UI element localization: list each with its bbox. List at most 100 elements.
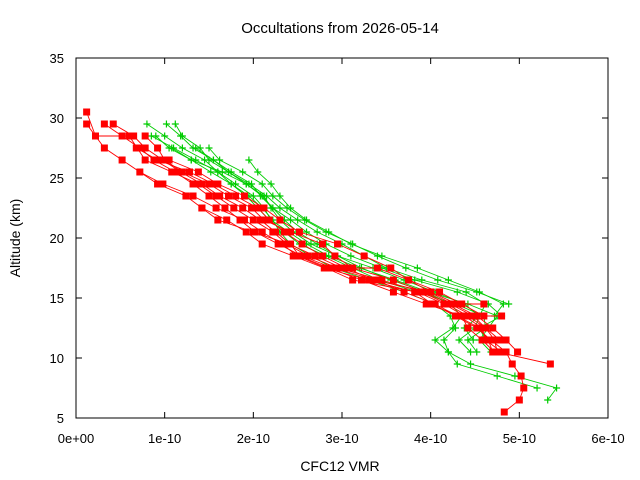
series-line (174, 123, 480, 353)
data-point (136, 168, 144, 176)
data-point (240, 192, 248, 200)
data-point (165, 156, 173, 164)
data-point (242, 228, 250, 236)
data-point (294, 216, 302, 224)
data-point (449, 300, 457, 308)
data-point (230, 204, 238, 212)
x-axis-label: CFC12 VMR (300, 458, 379, 474)
data-point (205, 180, 213, 188)
data-point (168, 168, 176, 176)
data-point (278, 240, 286, 248)
data-point (520, 384, 528, 392)
data-point (338, 264, 346, 272)
data-point (198, 204, 206, 212)
y-tick-label: 25 (50, 171, 64, 186)
data-point (221, 204, 229, 212)
data-point (83, 120, 91, 128)
data-point (171, 168, 179, 176)
plot-marks (83, 108, 561, 416)
data-point (491, 348, 499, 356)
series-2 (83, 120, 528, 416)
data-point (236, 216, 244, 224)
data-point (400, 288, 408, 296)
data-point (185, 168, 193, 176)
data-point (462, 288, 470, 296)
series-10 (143, 120, 561, 404)
data-point (467, 348, 475, 356)
data-point (260, 204, 268, 212)
data-point (118, 132, 126, 140)
data-point (467, 360, 475, 368)
data-point (136, 144, 144, 152)
data-point (436, 288, 444, 296)
data-point (205, 192, 213, 200)
series-18 (245, 156, 507, 320)
series-line (139, 171, 502, 353)
data-point (194, 180, 202, 188)
data-point (405, 276, 412, 284)
data-point (212, 204, 220, 212)
data-point (249, 216, 257, 224)
data-point (499, 300, 507, 308)
x-tick-label: 2e-10 (237, 431, 270, 446)
data-point (178, 144, 186, 152)
data-point (413, 288, 421, 296)
data-point (154, 144, 162, 152)
data-point (248, 204, 256, 212)
data-point (389, 276, 397, 284)
data-point (83, 108, 91, 116)
data-point (141, 132, 149, 140)
data-point (544, 396, 552, 404)
data-point (161, 156, 169, 164)
x-tick-label: 6e-10 (591, 431, 624, 446)
data-point (254, 204, 262, 212)
series-line (146, 123, 558, 401)
data-point (496, 336, 504, 344)
data-point (125, 132, 133, 140)
data-point (132, 144, 140, 152)
data-point (473, 312, 481, 320)
series-4 (109, 120, 499, 356)
y-tick-label: 20 (50, 231, 64, 246)
data-point (216, 192, 224, 200)
x-tick-label: 3e-10 (325, 431, 358, 446)
data-point (482, 336, 490, 344)
data-point (431, 300, 439, 308)
data-point (150, 156, 158, 164)
x-tick-label: 1e-10 (148, 431, 181, 446)
data-point (260, 216, 268, 224)
data-point (182, 192, 190, 200)
data-point (482, 324, 490, 332)
y-tick-label: 15 (50, 291, 64, 306)
data-point (349, 276, 357, 284)
data-point (130, 132, 138, 140)
data-point (515, 396, 523, 404)
data-point (533, 384, 541, 392)
data-point (325, 228, 333, 236)
data-point (431, 336, 439, 344)
data-point (289, 252, 297, 260)
data-point (294, 252, 302, 260)
data-point (249, 192, 257, 200)
series-line (86, 123, 525, 413)
series-line (248, 159, 505, 317)
data-point (154, 156, 162, 164)
data-point (502, 336, 510, 344)
data-point (480, 300, 488, 308)
data-point (285, 240, 293, 248)
data-point (159, 180, 167, 188)
data-point (434, 276, 442, 284)
data-point (274, 240, 282, 248)
data-point (168, 144, 176, 152)
data-point (455, 336, 463, 344)
y-tick-label: 35 (50, 51, 64, 66)
data-point (489, 324, 497, 332)
data-point (154, 180, 162, 188)
data-point (218, 168, 226, 176)
x-tick-label: 5e-10 (503, 431, 536, 446)
series-8 (165, 156, 506, 320)
data-point (209, 180, 217, 188)
data-point (194, 168, 202, 176)
data-point (178, 132, 186, 140)
data-point (249, 228, 257, 236)
